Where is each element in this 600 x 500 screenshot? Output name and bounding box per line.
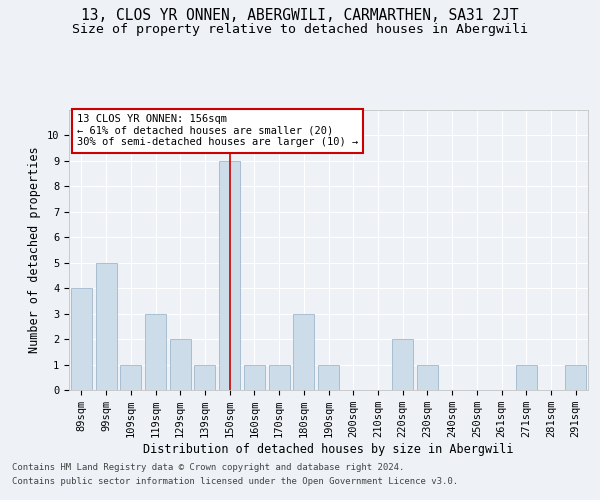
- Bar: [194, 364, 215, 390]
- X-axis label: Distribution of detached houses by size in Abergwili: Distribution of detached houses by size …: [143, 443, 514, 456]
- Bar: [417, 364, 438, 390]
- Text: Contains HM Land Registry data © Crown copyright and database right 2024.: Contains HM Land Registry data © Crown c…: [12, 464, 404, 472]
- Bar: [244, 364, 265, 390]
- Bar: [269, 364, 290, 390]
- Text: Size of property relative to detached houses in Abergwili: Size of property relative to detached ho…: [72, 22, 528, 36]
- Bar: [392, 339, 413, 390]
- Bar: [318, 364, 339, 390]
- Y-axis label: Number of detached properties: Number of detached properties: [28, 146, 41, 354]
- Bar: [516, 364, 537, 390]
- Bar: [293, 314, 314, 390]
- Text: 13, CLOS YR ONNEN, ABERGWILI, CARMARTHEN, SA31 2JT: 13, CLOS YR ONNEN, ABERGWILI, CARMARTHEN…: [81, 8, 519, 22]
- Bar: [565, 364, 586, 390]
- Bar: [71, 288, 92, 390]
- Bar: [145, 314, 166, 390]
- Bar: [120, 364, 141, 390]
- Bar: [219, 161, 240, 390]
- Bar: [95, 262, 116, 390]
- Text: Contains public sector information licensed under the Open Government Licence v3: Contains public sector information licen…: [12, 477, 458, 486]
- Text: 13 CLOS YR ONNEN: 156sqm
← 61% of detached houses are smaller (20)
30% of semi-d: 13 CLOS YR ONNEN: 156sqm ← 61% of detach…: [77, 114, 358, 148]
- Bar: [170, 339, 191, 390]
